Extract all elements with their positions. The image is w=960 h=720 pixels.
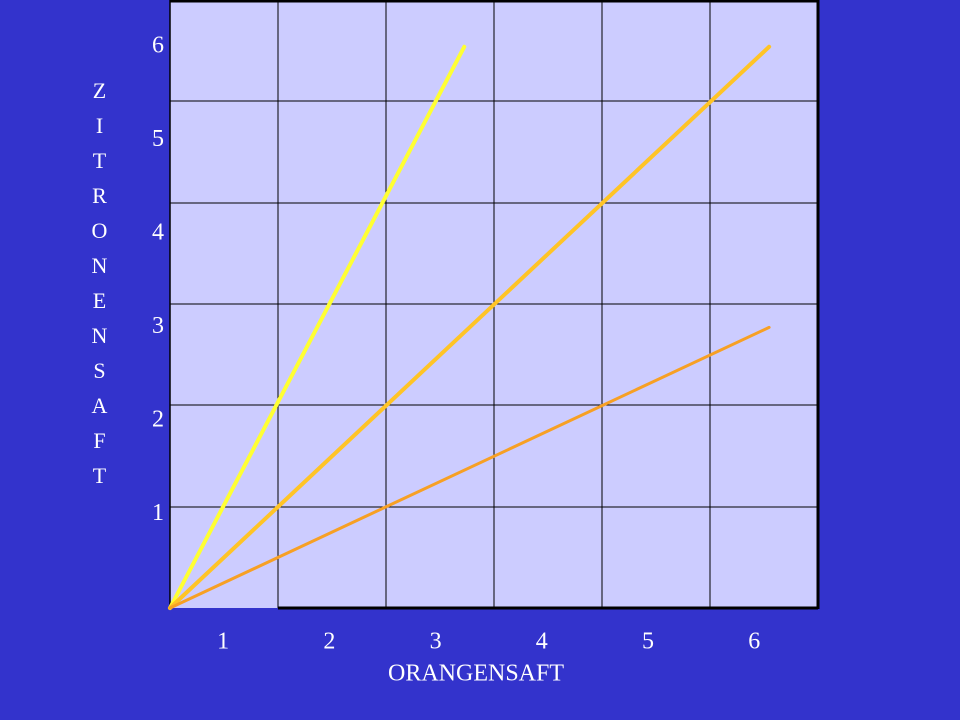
- x-tick-label: 3: [430, 629, 442, 655]
- data-line: [168, 44, 772, 610]
- y-tick-label: 3: [152, 313, 164, 339]
- x-axis-label: ORANGENSAFT: [388, 661, 564, 687]
- y-axis-label: ZITRONENSAFT: [87, 78, 112, 498]
- x-tick-label: 5: [642, 629, 654, 655]
- y-tick-label: 6: [152, 32, 164, 58]
- y-tick-label: 5: [152, 126, 164, 152]
- x-tick-label: 6: [748, 629, 760, 655]
- x-tick-label: 2: [323, 629, 335, 655]
- plot-border: [169, 0, 820, 610]
- data-line: [168, 325, 771, 610]
- y-tick-label: 2: [152, 406, 164, 432]
- x-tick-label: 1: [217, 629, 229, 655]
- data-line: [168, 44, 467, 610]
- y-tick-label: 4: [152, 219, 164, 245]
- x-tick-label: 4: [536, 629, 548, 655]
- y-tick-label: 1: [152, 500, 164, 526]
